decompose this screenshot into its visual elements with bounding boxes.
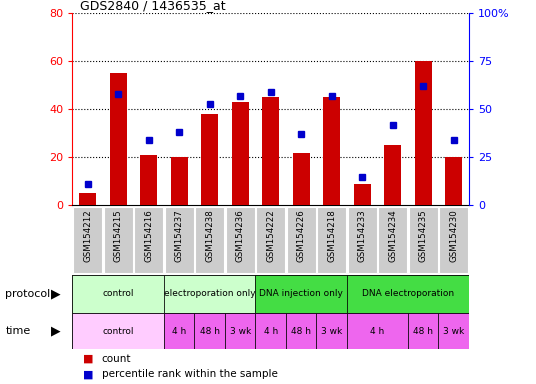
Text: ■: ■ [83,369,94,379]
Text: GSM154230: GSM154230 [449,209,458,262]
Bar [72,275,164,313]
Bar [72,313,164,349]
Text: 48 h: 48 h [199,327,220,336]
Bar [103,207,132,273]
Text: GSM154237: GSM154237 [175,209,184,262]
Bar [415,61,431,205]
Bar [287,207,316,273]
Text: DNA electroporation: DNA electroporation [362,289,454,298]
Bar [445,157,462,205]
Bar [195,207,224,273]
Text: 3 wk: 3 wk [321,327,343,336]
Bar [165,207,193,273]
Bar [293,152,310,205]
Bar [384,146,401,205]
Bar [286,313,316,349]
Text: GSM154218: GSM154218 [327,209,336,262]
Bar [262,98,279,205]
Text: ■: ■ [83,354,94,364]
Bar [378,207,407,273]
Text: time: time [5,326,31,336]
Bar [72,313,469,349]
Bar [317,207,346,273]
Text: GSM154212: GSM154212 [83,209,92,262]
Text: GSM154236: GSM154236 [236,209,244,262]
Bar [440,207,468,273]
Bar [354,184,370,205]
Text: 4 h: 4 h [370,327,385,336]
Bar [134,207,163,273]
Bar [408,313,438,349]
Bar [72,275,469,313]
Text: GSM154216: GSM154216 [144,209,153,262]
Bar [202,114,218,205]
Bar [164,275,256,313]
Bar [171,157,188,205]
Bar [409,207,438,273]
Text: GSM154234: GSM154234 [388,209,397,262]
Bar [316,313,347,349]
Bar [348,207,377,273]
Bar [73,207,102,273]
Text: control: control [102,289,134,298]
Bar [226,207,255,273]
Bar [195,313,225,349]
Bar [164,313,195,349]
Text: 3 wk: 3 wk [443,327,464,336]
Text: electroporation only: electroporation only [164,289,256,298]
Bar [323,98,340,205]
Text: ▶: ▶ [51,325,61,338]
Bar [347,275,469,313]
Text: percentile rank within the sample: percentile rank within the sample [102,369,278,379]
Bar [140,155,157,205]
Text: GSM154222: GSM154222 [266,209,275,262]
Text: 4 h: 4 h [264,327,278,336]
Text: 4 h: 4 h [172,327,187,336]
Text: GSM154238: GSM154238 [205,209,214,262]
Text: DNA injection only: DNA injection only [259,289,343,298]
Text: 48 h: 48 h [413,327,433,336]
Bar [225,313,256,349]
Text: GSM154233: GSM154233 [358,209,367,262]
Bar [256,313,286,349]
Bar [232,102,249,205]
Text: control: control [102,327,134,336]
Text: 48 h: 48 h [291,327,311,336]
Text: GSM154215: GSM154215 [114,209,123,262]
Text: GSM154226: GSM154226 [297,209,306,262]
Text: 3 wk: 3 wk [229,327,251,336]
Bar [256,207,285,273]
Text: count: count [102,354,131,364]
Text: protocol: protocol [5,289,50,299]
Text: GDS2840 / 1436535_at: GDS2840 / 1436535_at [80,0,226,12]
Bar [79,194,96,205]
Text: GSM154235: GSM154235 [419,209,428,262]
Bar [438,313,469,349]
Bar [347,313,408,349]
Bar [110,73,126,205]
Bar [256,275,347,313]
Text: ▶: ▶ [51,287,61,300]
